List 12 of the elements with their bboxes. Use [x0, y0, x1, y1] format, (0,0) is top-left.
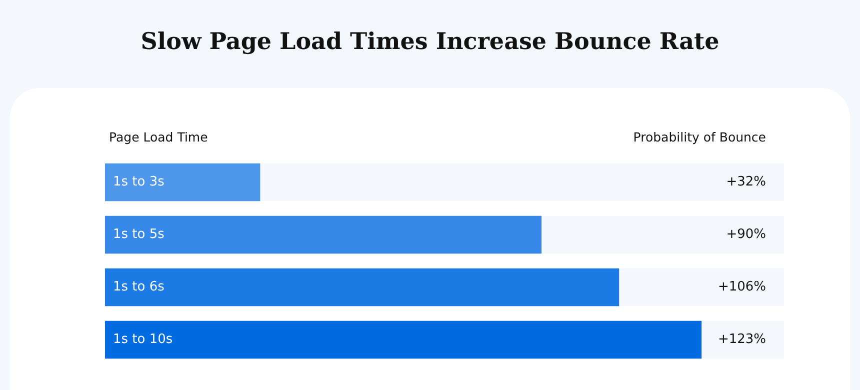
x-axis-title: Probability of Bounce	[633, 129, 766, 144]
y-tick-label: 1s to 5s	[113, 227, 165, 242]
data-label: +106%	[718, 280, 766, 295]
data-label: +32%	[726, 174, 766, 190]
data-label: +90%	[726, 227, 766, 242]
data-label: +123%	[718, 332, 766, 348]
chart-title: Slow Page Load Times Increase Bounce Rate	[140, 28, 720, 55]
y-tick-label: 1s to 3s	[113, 174, 165, 190]
y-tick-label: 1s to 10s	[113, 332, 173, 348]
bar	[105, 163, 260, 202]
y-tick-label: 1s to 6s	[113, 280, 165, 295]
y-axis-title: Page Load Time	[109, 129, 208, 144]
